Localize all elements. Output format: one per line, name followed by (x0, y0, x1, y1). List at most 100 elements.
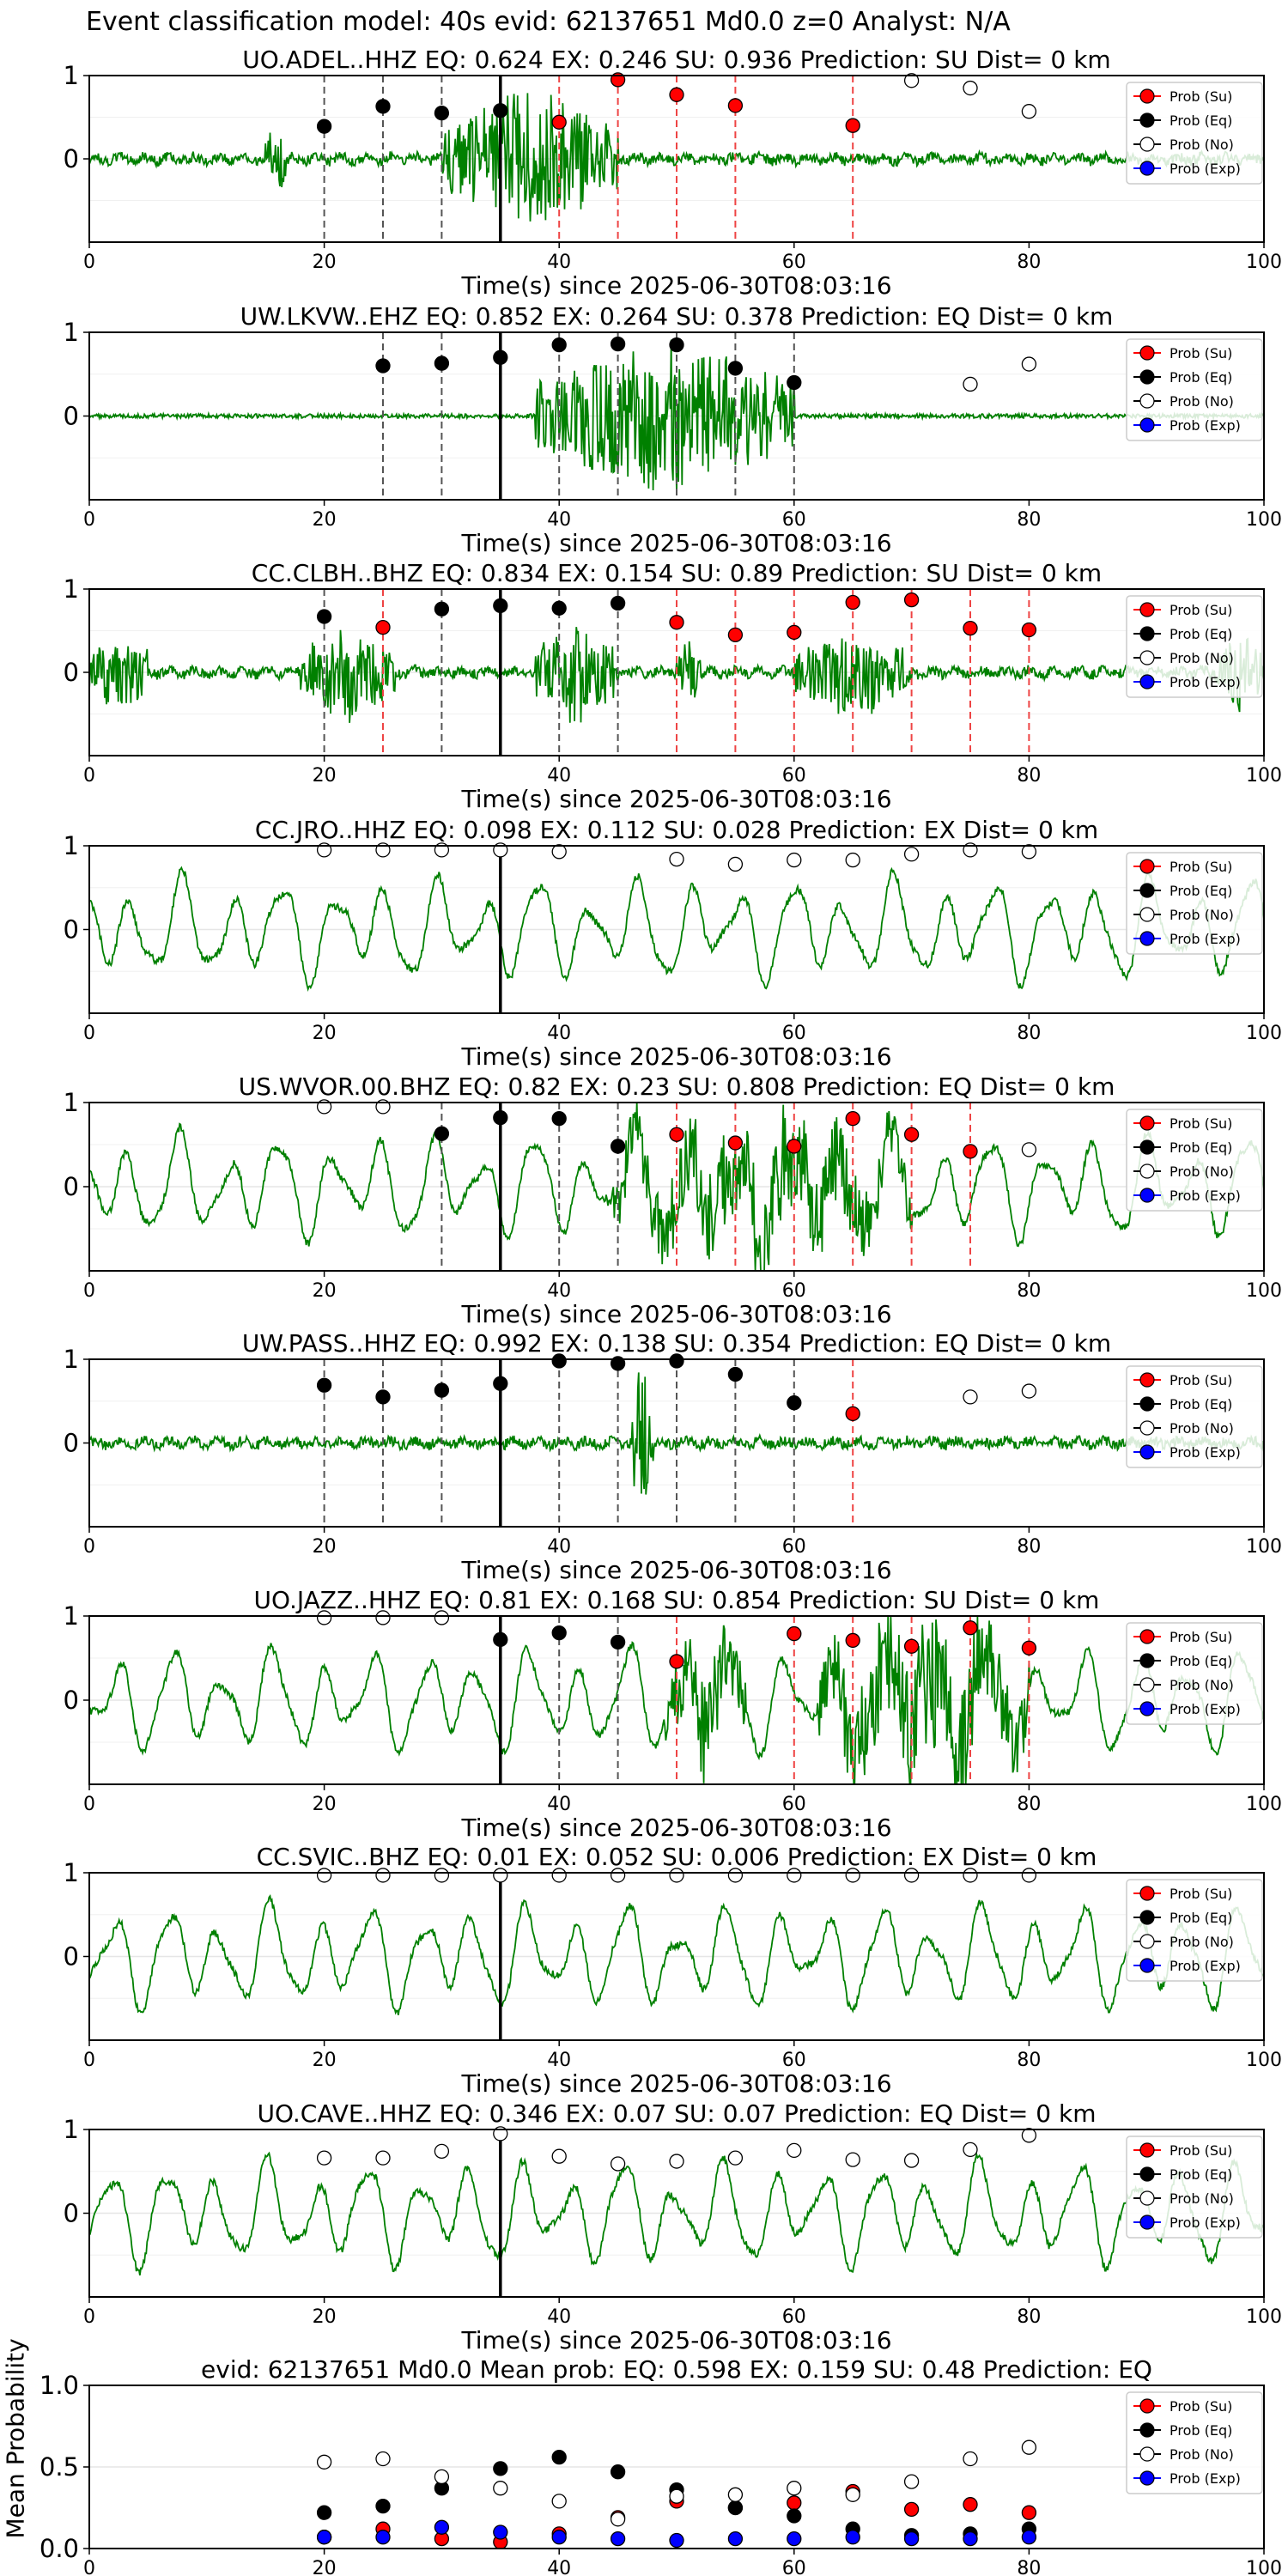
mean-point-no (316, 2454, 332, 2470)
prob-point-su (963, 1620, 978, 1636)
prob-point-su (375, 619, 391, 635)
prob-point-no (845, 852, 860, 868)
legend-marker (1139, 2142, 1155, 2158)
x-tick-label: 20 (313, 2558, 337, 2576)
x-tick-label: 40 (547, 1794, 571, 1815)
prob-point-no (1021, 356, 1037, 372)
prob-point-su (845, 1406, 860, 1422)
prob-point-eq (375, 358, 391, 374)
x-tick-label: 60 (782, 1023, 806, 1044)
prob-point-eq (493, 1376, 508, 1391)
prob-point-eq (551, 337, 567, 353)
x-tick-label: 80 (1017, 1023, 1041, 1044)
prob-point-no (963, 1389, 978, 1405)
prob-point-su (787, 1139, 802, 1154)
prob-point-no (551, 844, 567, 860)
panel-title: UO.CAVE..HHZ EQ: 0.346 EX: 0.07 SU: 0.07… (257, 2099, 1096, 2128)
legend-marker (1139, 1115, 1155, 1131)
mean-point-exp (787, 2530, 802, 2547)
mean-point-exp (610, 2530, 626, 2547)
panel-title: UO.JAZZ..HHZ EQ: 0.81 EX: 0.168 SU: 0.85… (254, 1586, 1100, 1614)
prob-point-eq (434, 1126, 450, 1141)
legend-marker (1139, 161, 1155, 176)
prob-point-eq (493, 598, 508, 614)
legend-marker (1139, 1701, 1155, 1716)
prob-point-no (434, 1610, 450, 1625)
prob-point-eq (493, 1631, 508, 1648)
legend-label-su: Prob (Su) (1170, 2142, 1232, 2159)
legend-marker (1139, 2422, 1155, 2438)
mean-point-no (434, 2469, 450, 2485)
legend-box (1126, 852, 1263, 955)
prob-point-eq (551, 1110, 567, 1127)
x-axis-label: Time(s) since 2025-06-30T08:03:16 (460, 1814, 891, 1842)
mean-point-eq (727, 2500, 744, 2516)
mean-point-no (727, 2487, 744, 2502)
panel-title: US.WVOR.00.BHZ EQ: 0.82 EX: 0.23 SU: 0.8… (239, 1072, 1115, 1101)
prob-point-eq (375, 1389, 391, 1405)
y-tick-label: 1 (64, 1345, 79, 1374)
prob-point-su (903, 1638, 920, 1654)
legend-marker (1139, 1910, 1155, 1925)
mean-point-eq (787, 2508, 802, 2524)
prob-point-su (845, 1110, 860, 1127)
prob-point-su (845, 1632, 860, 1649)
x-tick-label: 0 (83, 509, 95, 531)
x-tick-label: 100 (1246, 2050, 1282, 2071)
legend-marker (1139, 88, 1155, 104)
y-tick-label: 1 (64, 1088, 79, 1117)
x-tick-label: 60 (782, 509, 806, 531)
legend-marker (1139, 2190, 1155, 2206)
legend-marker (1139, 1958, 1155, 1973)
prob-point-no (787, 2142, 802, 2159)
x-tick-label: 40 (547, 1536, 571, 1558)
legend-label-exp: Prob (Exp) (1170, 1701, 1241, 1717)
prob-point-no (727, 1868, 744, 1883)
legend-marker (1139, 2470, 1155, 2486)
legend-label-no: Prob (No) (1170, 2446, 1234, 2463)
x-tick-label: 100 (1246, 1794, 1282, 1815)
prob-point-su (1021, 622, 1037, 638)
prob-point-no (903, 1868, 920, 1883)
mean-point-no (551, 2494, 567, 2509)
y-tick-label: 0 (64, 1429, 79, 1458)
x-axis-label: Time(s) since 2025-06-30T08:03:16 (460, 785, 891, 813)
legend-label-eq: Prob (Eq) (1170, 2422, 1232, 2439)
prob-point-su (787, 1625, 802, 1642)
prob-point-no (903, 847, 920, 862)
legend-marker (1139, 1188, 1155, 1203)
x-tick-label: 80 (1017, 765, 1041, 787)
legend-label-eq: Prob (Eq) (1170, 1910, 1232, 1926)
waveform-trace (88, 93, 1265, 222)
legend-marker (1139, 602, 1155, 617)
x-tick-label: 20 (313, 765, 337, 787)
x-tick-label: 20 (313, 1023, 337, 1044)
legend-marker (1139, 1934, 1155, 1949)
mean-point-exp (727, 2530, 744, 2547)
x-tick-label: 60 (782, 2558, 806, 2576)
legend-marker (1139, 1444, 1155, 1460)
x-tick-label: 40 (547, 509, 571, 531)
prob-point-no (669, 1868, 684, 1883)
x-tick-label: 20 (313, 509, 337, 531)
prob-point-eq (787, 374, 802, 391)
panel-title: CC.CLBH..BHZ EQ: 0.834 EX: 0.154 SU: 0.8… (252, 559, 1102, 587)
prob-point-no (727, 856, 744, 872)
prob-point-su (845, 594, 860, 611)
legend-marker (1139, 1653, 1155, 1668)
prob-point-su (669, 1127, 684, 1142)
legend-box (1126, 595, 1263, 698)
legend-label-su: Prob (Su) (1170, 88, 1232, 105)
waveform-trace (88, 866, 1265, 993)
waveform-trace (88, 1893, 1265, 2015)
mean-point-eq (610, 2464, 626, 2480)
x-axis-label: Time(s) since 2025-06-30T08:03:16 (460, 529, 891, 557)
y-tick-label: 1 (64, 831, 79, 860)
legend-label-exp: Prob (Exp) (1170, 1958, 1241, 1974)
prob-point-no (669, 2154, 684, 2169)
prob-point-no (963, 80, 978, 96)
prob-point-no (1021, 844, 1037, 860)
legend-marker (1139, 2215, 1155, 2230)
prob-point-no (903, 73, 920, 88)
